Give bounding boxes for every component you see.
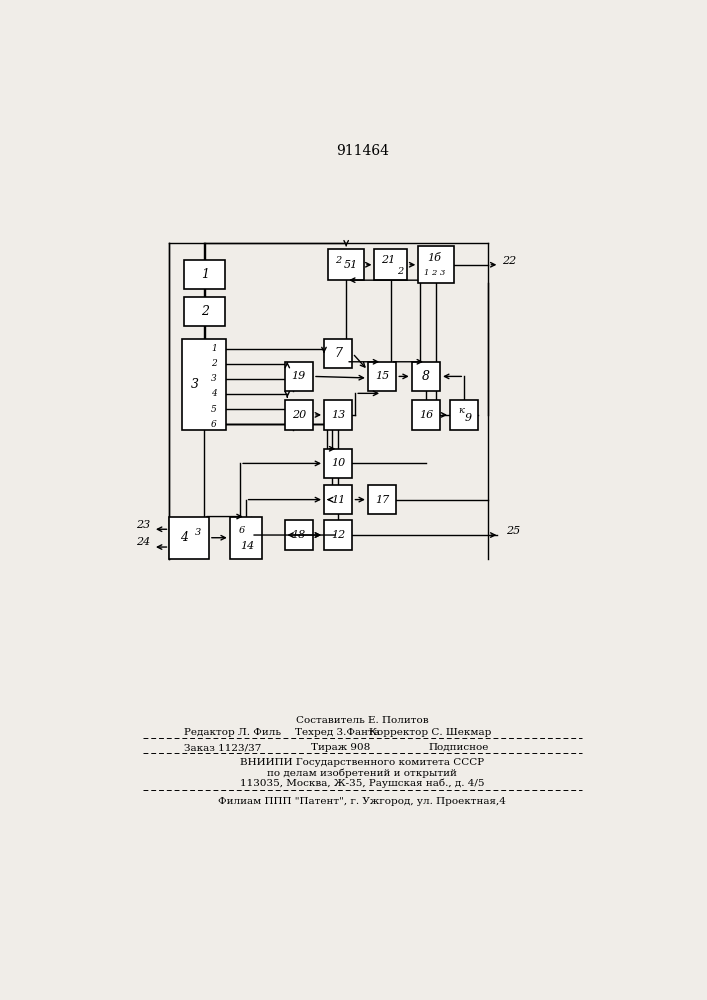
Bar xyxy=(419,246,454,283)
Text: 24: 24 xyxy=(136,537,151,547)
Text: 2: 2 xyxy=(211,359,217,368)
Text: 4: 4 xyxy=(180,531,189,544)
Text: 3: 3 xyxy=(194,528,201,537)
Text: 911464: 911464 xyxy=(336,144,389,158)
Bar xyxy=(324,449,353,478)
Bar xyxy=(170,517,209,559)
Bar xyxy=(375,249,407,280)
Bar xyxy=(284,362,313,391)
Text: 1 2 3: 1 2 3 xyxy=(423,269,445,277)
Bar xyxy=(368,485,397,514)
Text: 113035, Москва, Ж-35, Раушская наб., д. 4/5: 113035, Москва, Ж-35, Раушская наб., д. … xyxy=(240,778,484,788)
Text: Редактор Л. Филь: Редактор Л. Филь xyxy=(185,728,281,737)
Text: Корректор С. Шекмар: Корректор С. Шекмар xyxy=(369,728,491,737)
Bar xyxy=(230,517,262,559)
Text: 22: 22 xyxy=(502,256,516,266)
Text: Тираж 908: Тираж 908 xyxy=(311,743,370,752)
Text: 13: 13 xyxy=(331,410,345,420)
Bar xyxy=(368,362,397,391)
Text: Подписное: Подписное xyxy=(428,743,489,752)
Bar xyxy=(324,339,353,368)
Text: 17: 17 xyxy=(375,495,389,505)
Bar xyxy=(182,339,226,430)
Text: 6: 6 xyxy=(211,420,217,429)
Bar xyxy=(324,485,353,514)
Bar xyxy=(411,400,440,430)
Text: ВНИИПИ Государственного комитета СССР: ВНИИПИ Государственного комитета СССР xyxy=(240,758,484,767)
Text: 2: 2 xyxy=(335,256,341,265)
Text: 51: 51 xyxy=(344,260,358,270)
Bar xyxy=(324,400,353,430)
Text: 25: 25 xyxy=(506,526,520,536)
Bar xyxy=(284,400,313,430)
Text: 2: 2 xyxy=(201,305,209,318)
Text: 7: 7 xyxy=(334,347,342,360)
Text: 2: 2 xyxy=(397,267,403,276)
Text: 11: 11 xyxy=(331,495,345,505)
Text: 15: 15 xyxy=(375,371,389,381)
Text: 20: 20 xyxy=(292,410,306,420)
Text: Филиам ППП "Патент", г. Ужгород, ул. Проектная,4: Филиам ППП "Патент", г. Ужгород, ул. Про… xyxy=(218,797,506,806)
Text: 8: 8 xyxy=(422,370,430,383)
Text: 9: 9 xyxy=(465,413,472,423)
Text: 12: 12 xyxy=(331,530,345,540)
Text: 3: 3 xyxy=(211,374,217,383)
Bar xyxy=(185,260,226,289)
Bar xyxy=(411,362,440,391)
Bar xyxy=(185,297,226,326)
Text: 16: 16 xyxy=(419,410,433,420)
Text: 3: 3 xyxy=(191,378,199,391)
Text: по делам изобретений и открытий: по делам изобретений и открытий xyxy=(267,768,457,778)
Bar xyxy=(450,400,479,430)
Text: 6: 6 xyxy=(239,526,245,535)
Bar xyxy=(284,520,313,550)
Text: Техред 3.Фанта: Техред 3.Фанта xyxy=(296,728,380,737)
Text: 14: 14 xyxy=(240,541,255,551)
Bar xyxy=(328,249,364,280)
Text: 1: 1 xyxy=(211,344,217,353)
Text: Заказ 1123/37: Заказ 1123/37 xyxy=(185,743,262,752)
Bar xyxy=(324,520,353,550)
Text: 1: 1 xyxy=(201,268,209,281)
Text: 23: 23 xyxy=(136,520,151,530)
Text: 19: 19 xyxy=(292,371,306,381)
Text: к: к xyxy=(458,406,464,415)
Text: 18: 18 xyxy=(292,530,306,540)
Text: 10: 10 xyxy=(331,458,345,468)
Text: 21: 21 xyxy=(381,255,395,265)
Text: 4: 4 xyxy=(211,389,217,398)
Text: Составитель Е. Политов: Составитель Е. Политов xyxy=(296,716,428,725)
Text: 5: 5 xyxy=(211,405,217,414)
Text: 1б: 1б xyxy=(427,253,441,263)
